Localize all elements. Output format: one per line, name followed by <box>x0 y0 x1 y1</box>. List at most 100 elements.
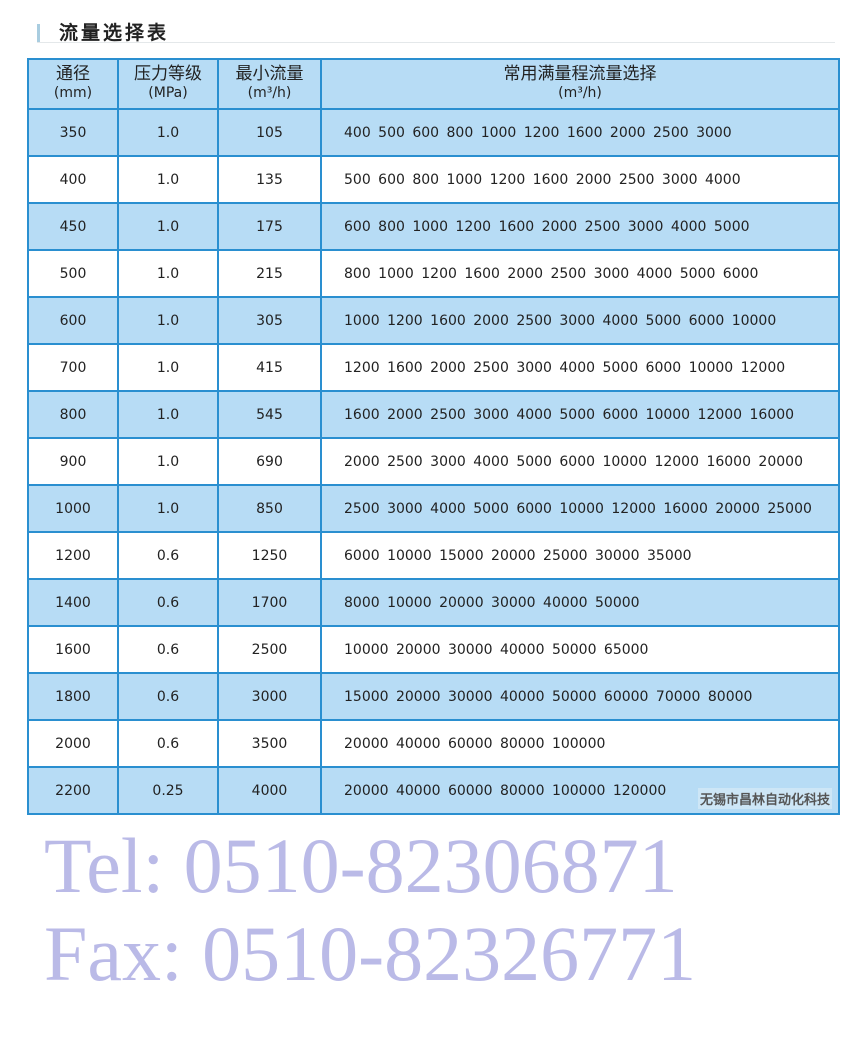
pressure-cell: 1.0 <box>117 437 219 486</box>
table-row: 700 1.0 415 1200 1600 2000 2500 3000 4000 5… <box>27 343 840 392</box>
table-row: 1800 0.6 3000 15000 20000 30000 40000 50000… <box>27 672 840 721</box>
table-row: 900 1.0 690 2000 2500 3000 4000 5000 6000 1… <box>27 437 840 486</box>
table-row: 1400 0.6 1700 8000 10000 20000 30000 40000 … <box>27 578 840 627</box>
dn-cell: 1400 <box>27 578 119 627</box>
range-values: 1200 1600 2000 2500 3000 4000 5000 6000 … <box>344 359 786 376</box>
dn-cell: 1000 <box>27 484 119 533</box>
pressure-cell: 0.6 <box>117 531 219 580</box>
min-flow-cell: 415 <box>217 343 322 392</box>
range-values: 800 1000 1200 1600 2000 2500 3000 4000 5… <box>344 265 759 282</box>
table-row: 1600 0.6 2500 10000 20000 30000 40000 50000… <box>27 625 840 674</box>
page-title: 流量选择表 <box>59 22 170 44</box>
pressure-cell: 1.0 <box>117 249 219 298</box>
pressure-cell: 1.0 <box>117 390 219 439</box>
min-flow-cell: 1250 <box>217 531 322 580</box>
table-row: 450 1.0 175 600 800 1000 1200 1600 2000 250… <box>27 202 840 251</box>
dn-cell: 800 <box>27 390 119 439</box>
dn-cell: 500 <box>27 249 119 298</box>
min-flow-cell: 3500 <box>217 719 322 768</box>
table-row: 350 1.0 105 400 500 600 800 1000 1200 1600 … <box>27 108 840 157</box>
min-flow-cell: 105 <box>217 108 322 157</box>
min-flow-cell: 3000 <box>217 672 322 721</box>
pressure-cell: 1.0 <box>117 484 219 533</box>
title-accent-bar <box>37 24 40 42</box>
pressure-cell: 0.6 <box>117 625 219 674</box>
dn-cell: 1800 <box>27 672 119 721</box>
min-flow-cell: 545 <box>217 390 322 439</box>
header-unit: (m³/h) <box>558 85 602 101</box>
range-values: 2500 3000 4000 5000 6000 10000 12000 160… <box>344 500 812 517</box>
pressure-cell: 1.0 <box>117 155 219 204</box>
table-row: 800 1.0 545 1600 2000 2500 3000 4000 5000 6… <box>27 390 840 439</box>
pressure-cell: 1.0 <box>117 108 219 157</box>
watermark-tel: Tel: 0510-82306871 <box>44 822 678 909</box>
range-cell: 20000 40000 60000 80000 100000 120000 无锡市… <box>320 766 840 815</box>
min-flow-cell: 690 <box>217 437 322 486</box>
dn-cell: 1600 <box>27 625 119 674</box>
range-values: 500 600 800 1000 1200 1600 2000 2500 300… <box>344 171 741 188</box>
table-row: 600 1.0 305 1000 1200 1600 2000 2500 3000 4… <box>27 296 840 345</box>
min-flow-cell: 1700 <box>217 578 322 627</box>
header-unit: (m³/h) <box>247 85 292 101</box>
header-label: 通径 <box>56 64 90 84</box>
section-header: 流量选择表 <box>37 18 835 44</box>
range-values: 600 800 1000 1200 1600 2000 2500 3000 40… <box>344 218 750 235</box>
range-cell: 600 800 1000 1200 1600 2000 2500 3000 40… <box>320 202 840 251</box>
column-header: 通径 (mm) <box>27 58 119 110</box>
range-cell: 2000 2500 3000 4000 5000 6000 10000 1200… <box>320 437 840 486</box>
range-values: 20000 40000 60000 80000 100000 120000 <box>344 782 667 799</box>
range-cell: 15000 20000 30000 40000 50000 60000 7000… <box>320 672 840 721</box>
dn-cell: 2000 <box>27 719 119 768</box>
range-values: 400 500 600 800 1000 1200 1600 2000 2500… <box>344 124 732 141</box>
min-flow-cell: 850 <box>217 484 322 533</box>
dn-cell: 400 <box>27 155 119 204</box>
pressure-cell: 0.6 <box>117 719 219 768</box>
range-cell: 20000 40000 60000 80000 100000 <box>320 719 840 768</box>
range-cell: 1600 2000 2500 3000 4000 5000 6000 10000… <box>320 390 840 439</box>
min-flow-cell: 215 <box>217 249 322 298</box>
column-header: 最小流量 (m³/h) <box>217 58 322 110</box>
min-flow-cell: 175 <box>217 202 322 251</box>
range-cell: 2500 3000 4000 5000 6000 10000 12000 160… <box>320 484 840 533</box>
company-name: 无锡市昌林自动化科技 <box>697 788 832 809</box>
dn-cell: 2200 <box>27 766 119 815</box>
pressure-cell: 1.0 <box>117 202 219 251</box>
table-row: 500 1.0 215 800 1000 1200 1600 2000 2500 30… <box>27 249 840 298</box>
pressure-cell: 0.6 <box>117 578 219 627</box>
range-values: 20000 40000 60000 80000 100000 <box>344 735 606 752</box>
dn-cell: 450 <box>27 202 119 251</box>
range-values: 1000 1200 1600 2000 2500 3000 4000 5000 … <box>344 312 777 329</box>
table-row: 2200 0.25 4000 20000 40000 60000 80000 1000… <box>27 766 840 815</box>
pressure-cell: 1.0 <box>117 296 219 345</box>
range-values: 2000 2500 3000 4000 5000 6000 10000 1200… <box>344 453 803 470</box>
min-flow-cell: 2500 <box>217 625 322 674</box>
range-values: 10000 20000 30000 40000 50000 65000 <box>344 641 649 658</box>
dn-cell: 350 <box>27 108 119 157</box>
table-row: 2000 0.6 3500 20000 40000 60000 80000 10000… <box>27 719 840 768</box>
pressure-cell: 0.25 <box>117 766 219 815</box>
range-cell: 10000 20000 30000 40000 50000 65000 <box>320 625 840 674</box>
header-unit: (mm) <box>53 85 93 101</box>
header-unit: (MPa) <box>148 85 188 101</box>
dn-cell: 900 <box>27 437 119 486</box>
min-flow-cell: 305 <box>217 296 322 345</box>
min-flow-cell: 135 <box>217 155 322 204</box>
range-cell: 1200 1600 2000 2500 3000 4000 5000 6000 … <box>320 343 840 392</box>
dn-cell: 1200 <box>27 531 119 580</box>
range-cell: 800 1000 1200 1600 2000 2500 3000 4000 5… <box>320 249 840 298</box>
flow-selection-table: 通径 (mm) 压力等级 (MPa) 最小流量 (m³/h) 常用满量程流量选择 (m³/h)… <box>27 58 840 815</box>
pressure-cell: 1.0 <box>117 343 219 392</box>
range-cell: 8000 10000 20000 30000 40000 50000 <box>320 578 840 627</box>
table-row: 400 1.0 135 500 600 800 1000 1200 1600 2000… <box>27 155 840 204</box>
range-values: 6000 10000 15000 20000 25000 30000 35000 <box>344 547 692 564</box>
dn-cell: 700 <box>27 343 119 392</box>
range-cell: 6000 10000 15000 20000 25000 30000 35000 <box>320 531 840 580</box>
range-cell: 1000 1200 1600 2000 2500 3000 4000 5000 … <box>320 296 840 345</box>
min-flow-cell: 4000 <box>217 766 322 815</box>
column-header: 压力等级 (MPa) <box>117 58 219 110</box>
range-cell: 500 600 800 1000 1200 1600 2000 2500 300… <box>320 155 840 204</box>
table-row: 1200 0.6 1250 6000 10000 15000 20000 25000 … <box>27 531 840 580</box>
table-row: 1000 1.0 850 2500 3000 4000 5000 6000 10000… <box>27 484 840 533</box>
range-values: 1600 2000 2500 3000 4000 5000 6000 10000… <box>344 406 795 423</box>
header-label: 最小流量 <box>235 64 304 84</box>
